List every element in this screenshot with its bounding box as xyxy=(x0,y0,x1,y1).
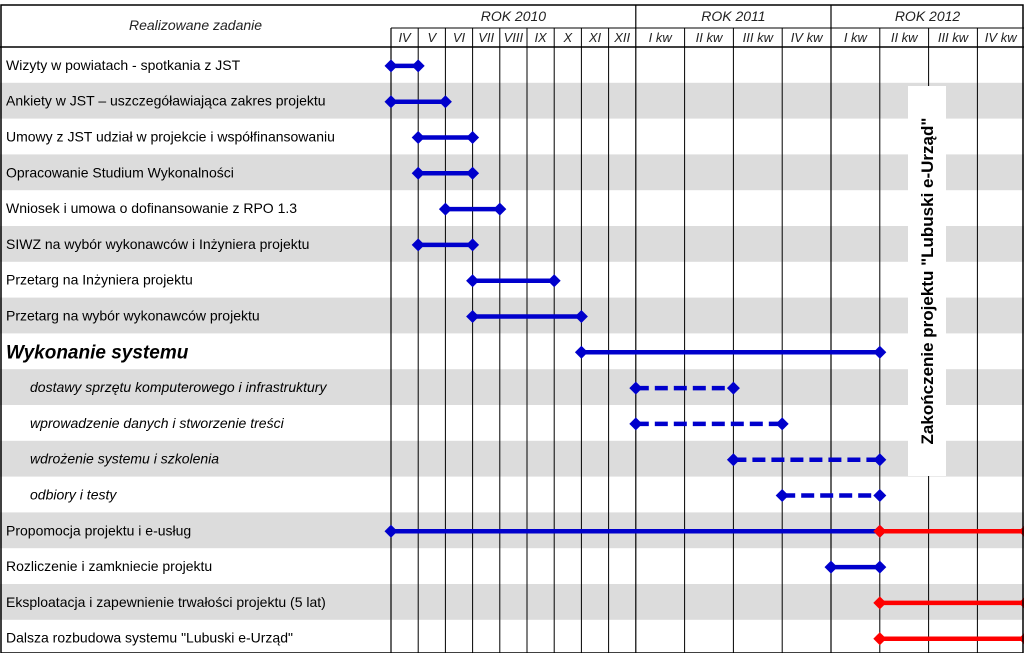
bar-endpoint-marker xyxy=(873,632,887,646)
bar-endpoint-marker xyxy=(384,524,398,538)
task-label: Rozliczenie i zamkniecie projektu xyxy=(6,558,212,574)
task-label: Opracowanie Studium Wykonalności xyxy=(6,164,234,180)
bar-endpoint-marker xyxy=(411,59,425,73)
bar-endpoint-marker xyxy=(873,596,887,610)
bar-endpoint-marker xyxy=(873,560,887,574)
bar-endpoint-marker xyxy=(873,524,887,538)
period-label: VIII xyxy=(504,30,524,45)
period-label: II kw xyxy=(696,30,724,45)
period-label: III kw xyxy=(938,30,970,45)
task-label: Propomocja projektu i e-usług xyxy=(6,522,191,538)
row-stripe xyxy=(0,154,1024,191)
task-label: Przetarg na Inżyniera projektu xyxy=(6,272,193,288)
bar-endpoint-marker xyxy=(493,202,507,216)
task-label: Ankiety w JST – uszczegóławiająca zakres… xyxy=(6,93,326,109)
bar-endpoint-marker xyxy=(411,238,425,252)
bar-endpoint-marker xyxy=(466,274,480,288)
period-label: V xyxy=(427,30,437,45)
task-column-header: Realizowane zadanie xyxy=(129,17,262,33)
task-label: odbiory i testy xyxy=(30,487,117,503)
year-header: ROK 2010 xyxy=(481,8,547,24)
period-label: IV kw xyxy=(791,30,824,45)
period-label: X xyxy=(562,30,573,45)
bar-endpoint-marker xyxy=(873,453,887,467)
bar-endpoint-marker xyxy=(574,345,588,359)
period-label: XI xyxy=(588,30,602,45)
bar-endpoint-marker xyxy=(384,59,398,73)
bar-endpoint-marker xyxy=(873,345,887,359)
bar-endpoint-marker xyxy=(629,417,643,431)
bar-endpoint-marker xyxy=(438,202,452,216)
task-label: Eksploatacja i zapewnienie trwałości pro… xyxy=(6,594,326,610)
task-label: Wniosek i umowa o dofinansowanie z RPO 1… xyxy=(6,200,297,216)
bar-endpoint-marker xyxy=(574,310,588,323)
bar-endpoint-marker xyxy=(466,166,480,180)
bar-endpoint-marker xyxy=(629,381,643,395)
row-stripe xyxy=(0,226,1024,262)
bar-endpoint-marker xyxy=(873,489,887,502)
bar-endpoint-marker xyxy=(547,274,561,288)
task-label: wprowadzenie danych i stworzenie treści xyxy=(30,415,285,431)
project-end-note-box xyxy=(908,86,946,476)
task-label: Umowy z JST udział w projekcie i współfi… xyxy=(6,129,335,145)
period-label: IV kw xyxy=(985,30,1018,45)
bar-endpoint-marker xyxy=(726,453,740,467)
bar-endpoint-marker xyxy=(466,310,480,323)
period-label: VII xyxy=(478,30,494,45)
period-label: III kw xyxy=(743,30,775,45)
period-label: XII xyxy=(613,30,630,45)
bar-endpoint-marker xyxy=(775,417,789,431)
project-end-note: Zakończenie projektu "Lubuski e-Urząd" xyxy=(918,118,937,445)
task-label: wdrożenie systemu i szkolenia xyxy=(30,451,219,467)
row-stripe xyxy=(0,584,1024,620)
bar-endpoint-marker xyxy=(775,489,789,502)
period-label: IX xyxy=(534,30,548,45)
bar-endpoint-marker xyxy=(466,131,480,144)
period-label: VI xyxy=(453,30,466,45)
task-label: Wizyty w powiatach - spotkania z JST xyxy=(6,57,241,73)
period-label: I kw xyxy=(844,30,869,45)
bar-endpoint-marker xyxy=(726,381,740,395)
task-label: dostawy sprzętu komputerowego i infrastr… xyxy=(30,379,327,395)
year-header: ROK 2012 xyxy=(895,8,961,24)
period-label: I kw xyxy=(649,30,674,45)
bar-endpoint-marker xyxy=(411,131,425,144)
bar-endpoint-marker xyxy=(411,166,425,180)
bar-endpoint-marker xyxy=(438,95,452,109)
period-label: IV xyxy=(398,30,412,45)
bar-endpoint-marker xyxy=(824,560,838,574)
row-stripe xyxy=(0,369,1024,405)
task-label: Wykonanie systemu xyxy=(6,342,189,363)
task-label: Dalsza rozbudowa systemu "Lubuski e-Urzą… xyxy=(6,630,293,646)
chart-frame xyxy=(0,4,1024,653)
period-label: II kw xyxy=(891,30,919,45)
row-stripe xyxy=(0,82,1024,119)
year-header: ROK 2011 xyxy=(701,8,765,24)
bar-endpoint-marker xyxy=(466,238,480,252)
task-label: Przetarg na wybór wykonawców projektu xyxy=(6,308,260,324)
bar-endpoint-marker xyxy=(384,95,398,109)
task-label: SIWZ na wybór wykonawców i Inżyniera pro… xyxy=(6,236,309,252)
